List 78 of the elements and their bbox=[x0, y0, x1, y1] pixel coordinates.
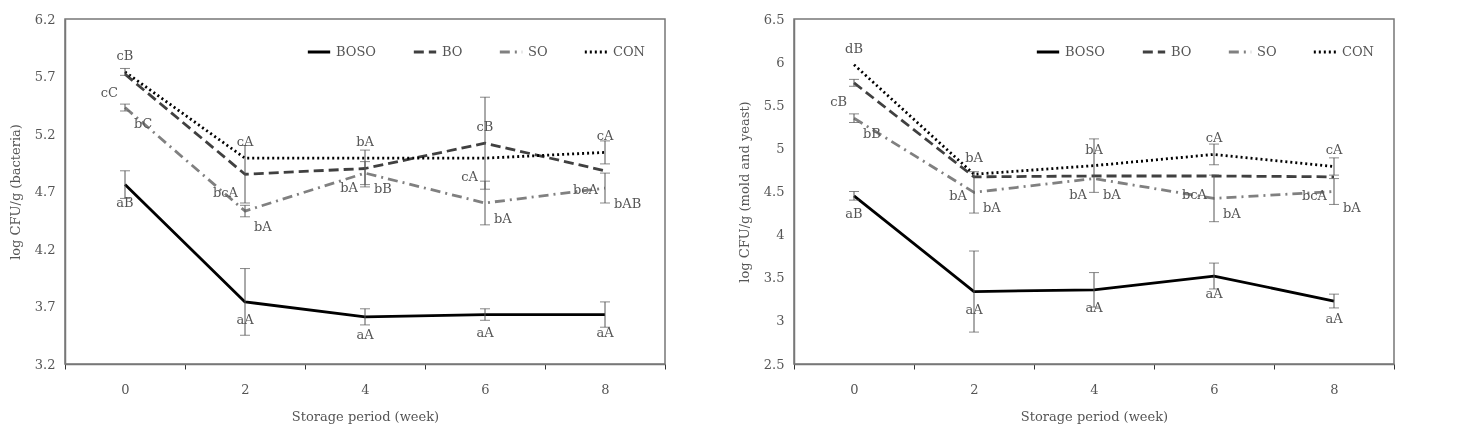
y-tick-label: 4.7 bbox=[34, 184, 56, 199]
y-axis-title: log CFU/g (mold and yeast) bbox=[736, 101, 752, 283]
y-tick-label: 3 bbox=[776, 313, 785, 329]
annotation: cA bbox=[1325, 142, 1343, 158]
annotation: bB bbox=[863, 126, 881, 142]
legend-label: SO bbox=[528, 44, 548, 59]
annotation: bA bbox=[494, 211, 513, 226]
annotation: bA bbox=[340, 179, 359, 195]
y-tick-label: 6.2 bbox=[34, 11, 56, 27]
annotation: aA bbox=[356, 326, 375, 342]
annotation: cA bbox=[1205, 130, 1223, 146]
x-tick-label: 4 bbox=[1090, 381, 1099, 397]
annotation: aA bbox=[476, 324, 495, 340]
y-tick-label: 4.2 bbox=[34, 241, 56, 257]
annotation: cA bbox=[461, 169, 479, 185]
y-tick-label: 4 bbox=[776, 227, 785, 243]
legend-label: BOSO bbox=[336, 44, 377, 59]
legend-label: CON bbox=[613, 44, 645, 59]
y-axis-title: log CFU/g (bacteria) bbox=[7, 124, 23, 260]
legend-label: SO bbox=[1257, 44, 1277, 59]
annotation: aA bbox=[596, 324, 615, 340]
x-tick-label: 6 bbox=[481, 381, 490, 397]
annotation: cB bbox=[116, 47, 134, 63]
y-tick-label: 5.7 bbox=[34, 69, 56, 84]
annotation: cC bbox=[100, 85, 119, 101]
x-tick-label: 4 bbox=[361, 381, 370, 397]
annotation: bA bbox=[254, 219, 273, 235]
annotation: cB bbox=[476, 119, 494, 135]
annotation: bA bbox=[1085, 141, 1104, 157]
x-tick-label: 0 bbox=[121, 381, 130, 397]
annotation: aB bbox=[116, 194, 134, 210]
annotation: bA bbox=[949, 187, 968, 203]
annotation: aA bbox=[236, 311, 255, 327]
annotation: aA bbox=[965, 301, 984, 317]
annotation: bC bbox=[134, 115, 153, 131]
annotation: bcA bbox=[1182, 186, 1208, 202]
annotation: aB bbox=[845, 205, 863, 221]
x-axis-title: Storage period (week) bbox=[1020, 408, 1169, 424]
x-tick-label: 8 bbox=[601, 381, 610, 397]
annotation: bcA bbox=[573, 181, 599, 197]
x-tick-label: 0 bbox=[850, 381, 859, 397]
annotation: bB bbox=[374, 181, 392, 197]
x-tick-label: 8 bbox=[1330, 381, 1339, 397]
x-tick-label: 2 bbox=[970, 381, 979, 397]
legend-label: BO bbox=[442, 44, 463, 59]
annotation: cB bbox=[830, 93, 847, 109]
annotation: cA bbox=[596, 128, 614, 144]
annotation: bA bbox=[1069, 186, 1088, 202]
annotation: aA bbox=[1325, 311, 1344, 327]
annotation: bcA bbox=[1302, 187, 1328, 203]
x-tick-label: 6 bbox=[1210, 381, 1219, 397]
y-tick-label: 2.5 bbox=[763, 356, 785, 372]
y-tick-label: 5.2 bbox=[34, 126, 56, 142]
annotation: bA bbox=[965, 150, 984, 166]
annotation: cA bbox=[236, 134, 254, 150]
y-tick-label: 5 bbox=[776, 140, 785, 156]
y-tick-label: 4.5 bbox=[763, 184, 785, 199]
annotation: bA bbox=[1343, 199, 1362, 215]
y-tick-label: 3.5 bbox=[763, 270, 785, 286]
x-axis-title: Storage period (week) bbox=[291, 408, 440, 424]
y-tick-label: 5.5 bbox=[763, 97, 785, 113]
y-tick-label: 6 bbox=[776, 54, 785, 70]
annotation: bA bbox=[1223, 206, 1242, 222]
y-tick-label: 3.2 bbox=[34, 356, 56, 372]
annotation: bA bbox=[356, 134, 375, 150]
annotation: bA bbox=[983, 200, 1002, 216]
legend-label: BO bbox=[1171, 44, 1192, 59]
annotation: aA bbox=[1205, 286, 1224, 302]
annotation: bAB bbox=[614, 196, 642, 212]
annotation: bA bbox=[1103, 186, 1122, 202]
legend-label: CON bbox=[1342, 44, 1374, 59]
x-tick-label: 2 bbox=[241, 381, 250, 397]
annotation: aA bbox=[1085, 299, 1104, 315]
legend-label: BOSO bbox=[1065, 44, 1106, 59]
annotation: dB bbox=[845, 40, 863, 56]
y-tick-label: 3.7 bbox=[34, 299, 56, 314]
annotation: bcA bbox=[213, 185, 239, 201]
y-tick-label: 6.5 bbox=[763, 11, 785, 27]
